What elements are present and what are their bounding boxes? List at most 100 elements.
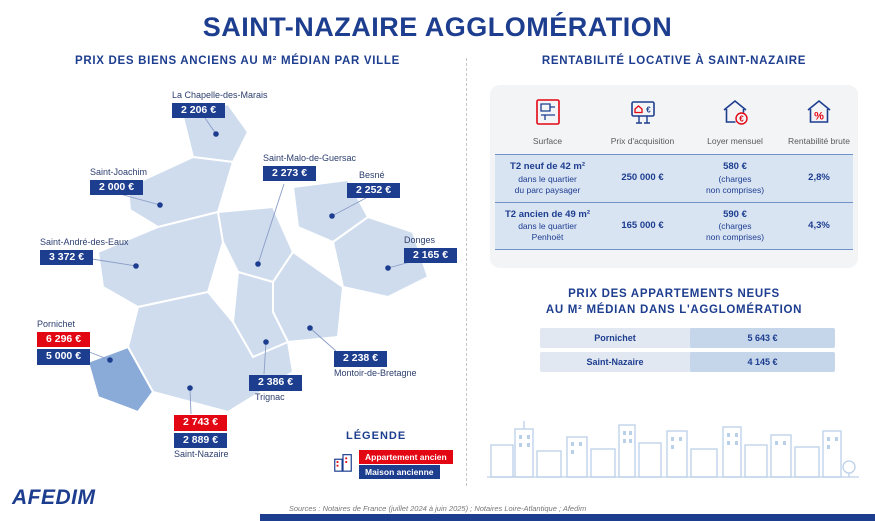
city-chapelle-des-marais: La Chapelle-des-Marais 2 206 € — [172, 90, 268, 120]
rent-note: (charges — [718, 173, 752, 184]
city-name: Saint-Malo-de-Guersac — [263, 153, 357, 163]
legend-house-label: Maison ancienne — [359, 465, 440, 479]
house-price-tag: 2 252 € — [347, 182, 401, 199]
city-markers — [107, 131, 391, 391]
column-surface: Surface — [495, 97, 600, 146]
floor-plan-icon — [533, 99, 563, 131]
legend-title: LÉGENDE — [346, 430, 407, 442]
surface-line: du parc paysager — [514, 184, 581, 195]
city-name: Donges — [404, 235, 436, 245]
column-yield: % Rentabilité brute — [785, 97, 853, 146]
section-divider — [466, 58, 467, 486]
surface-line: dans le quartier — [518, 173, 577, 184]
house-price-tag: 2 206 € — [172, 102, 226, 119]
footer-bar — [260, 514, 875, 521]
city-name: Pornichet — [37, 319, 76, 329]
commune-saint-andre-des-eaux — [96, 210, 225, 309]
legend-apartment-label: Appartement ancien — [359, 449, 453, 464]
column-rent: € Loyer mensuel — [685, 97, 785, 146]
rental-header-row: Surface € Prix d'acquisition — [495, 97, 853, 146]
page-title: SAINT-NAZAIRE AGGLOMÉRATION — [202, 12, 673, 42]
buildings-icon — [332, 450, 354, 479]
surface-cell: T2 neuf de 42 m² dans le quartier du par… — [495, 161, 600, 195]
house-price-tag: 5 000 € — [37, 349, 91, 365]
new-apartments-title: PRIX DES APPARTEMENTS NEUFS AU M² MÉDIAN… — [490, 287, 858, 318]
city-name: La Chapelle-des-Marais — [172, 90, 268, 100]
rent-note: (charges — [718, 220, 752, 231]
rental-section-title: RENTABILITÉ LOCATIVE À SAINT-NAZAIRE — [541, 55, 807, 67]
column-label: Rentabilité brute — [788, 136, 850, 146]
house-price-tag: 2 889 € — [174, 432, 228, 449]
agglomeration-map — [83, 102, 430, 415]
svg-text:€: € — [739, 115, 744, 124]
house-price-tag: 3 372 € — [40, 249, 94, 266]
house-price-tag: 2 273 € — [263, 165, 317, 182]
row-city: Saint-Nazaire — [586, 357, 644, 367]
new-apartments-title-line2: AU M² MÉDIAN DANS L'AGGLOMÉRATION — [545, 303, 803, 316]
city-name: Montoir-de-Bretagne — [334, 367, 417, 378]
city-saint-joachim: Saint-Joachim 2 000 € — [90, 167, 147, 197]
rent-note: non comprises) — [705, 232, 765, 243]
commune-pornichet — [86, 345, 155, 414]
rental-row-t2-ancien: T2 ancien de 49 m² dans le quartier Penh… — [495, 201, 853, 251]
city-name: Besné — [359, 170, 385, 180]
column-label: Surface — [532, 136, 563, 146]
sources-text: Sources : Notaires de France (juillet 20… — [288, 504, 587, 513]
surface-line: T2 neuf de 42 m² — [510, 161, 585, 173]
city-name: Saint-Nazaire — [174, 449, 229, 460]
column-label: Loyer mensuel — [707, 136, 763, 146]
house-price-tag: 2 386 € — [249, 375, 303, 391]
city-saint-andre-des-eaux: Saint-André-des-Eaux 3 372 € — [40, 237, 129, 267]
house-price-tag: 2 000 € — [90, 179, 144, 196]
table-row: Pornichet 5 643 € — [540, 328, 835, 348]
city-name: Trignac — [255, 391, 285, 402]
city-saint-nazaire: 2 743 € 2 889 € Saint-Nazaire — [174, 413, 229, 461]
surface-line: Penhoët — [531, 232, 564, 243]
house-percent-icon: % — [804, 99, 834, 131]
city-trignac: 2 386 € Trignac — [249, 373, 303, 403]
city-donges: Donges 2 165 € — [404, 235, 458, 265]
acquisition-price: 165 000 € — [621, 219, 664, 231]
leader-lines — [83, 117, 411, 415]
column-price: € Prix d'acquisition — [600, 97, 685, 146]
gross-yield: 4,3% — [808, 219, 830, 231]
rent-note: non comprises) — [705, 184, 765, 195]
rental-panel: Surface € Prix d'acquisition — [490, 85, 858, 268]
row-price: 4 145 € — [690, 352, 835, 372]
table-row: Saint-Nazaire 4 145 € — [540, 352, 835, 372]
city-besne: Besné 2 252 € — [347, 170, 401, 200]
legend: LÉGENDE Appartement ancien Maison ancien… — [332, 430, 453, 481]
city-skyline-illustration — [487, 421, 859, 478]
surface-line: dans le quartier — [518, 220, 577, 231]
house-price-tag: 2 165 € — [404, 247, 458, 264]
rent-value: 580 € — [723, 161, 747, 173]
monthly-rent-cell: 590 € (charges non comprises) — [685, 209, 785, 243]
monthly-rent-cell: 580 € (charges non comprises) — [685, 161, 785, 195]
svg-text:%: % — [814, 111, 824, 123]
new-apartments-table: Pornichet 5 643 € Saint-Nazaire 4 145 € — [540, 328, 835, 376]
city-montoir-de-bretagne: 2 238 € Montoir-de-Bretagne — [334, 349, 417, 379]
city-name: Saint-André-des-Eaux — [40, 237, 129, 247]
map-section-title: PRIX DES BIENS ANCIENS AU M² MÉDIAN PAR … — [75, 55, 400, 67]
city-pornichet: Pornichet 6 296 € 5 000 € — [37, 319, 91, 367]
apartment-price-tag: 2 743 € — [174, 415, 228, 431]
new-apartments-title-line1: PRIX DES APPARTEMENTS NEUFS — [568, 288, 780, 300]
svg-text:€: € — [646, 106, 651, 115]
gross-yield: 2,8% — [808, 172, 830, 184]
surface-line: T2 ancien de 49 m² — [504, 208, 590, 220]
afedim-logo: AFEDIM — [12, 486, 96, 509]
column-label: Prix d'acquisition — [610, 136, 675, 146]
rent-value: 590 € — [723, 208, 747, 220]
rental-row-t2-neuf: T2 neuf de 42 m² dans le quartier du par… — [495, 154, 853, 202]
surface-cell: T2 ancien de 49 m² dans le quartier Penh… — [495, 209, 600, 243]
apartment-price-tag: 6 296 € — [37, 331, 91, 348]
city-name: Saint-Joachim — [90, 167, 148, 177]
acquisition-price: 250 000 € — [621, 172, 664, 184]
city-saint-malo-de-guersac: Saint-Malo-de-Guersac 2 273 € — [263, 153, 356, 183]
sale-sign-euro-icon: € — [628, 101, 658, 131]
house-price-tag: 2 238 € — [334, 351, 388, 367]
house-coin-euro-icon: € — [720, 99, 750, 131]
row-price: 5 643 € — [690, 328, 835, 348]
row-city: Pornichet — [594, 333, 636, 343]
